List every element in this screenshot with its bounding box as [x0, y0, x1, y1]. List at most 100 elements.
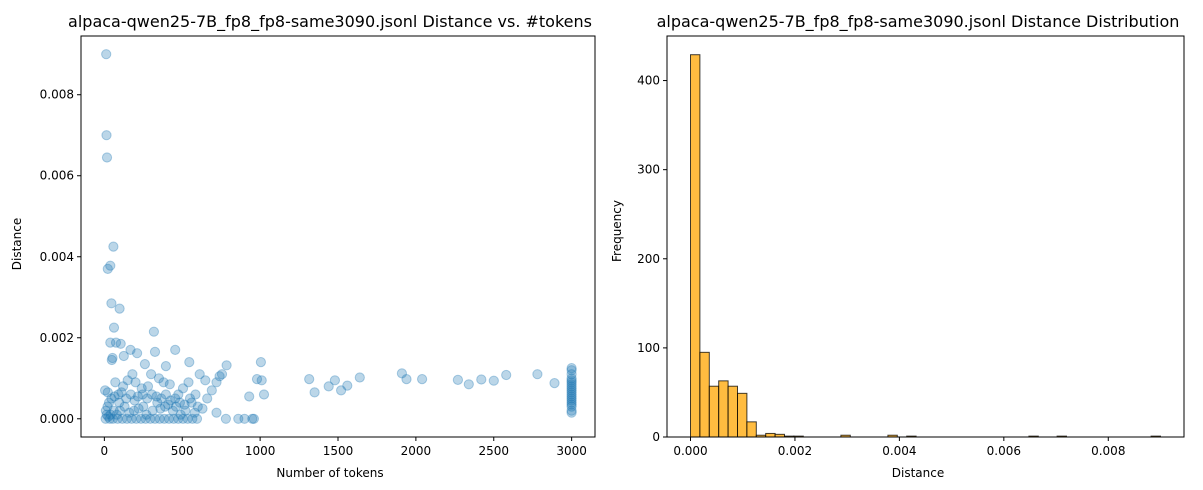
scatter-point [239, 413, 250, 424]
scatter-point [233, 413, 244, 424]
scatter-point [194, 369, 205, 380]
scatter-point [115, 338, 126, 349]
scatter-point [206, 385, 217, 396]
scatter-point [116, 387, 127, 398]
scatter-point [101, 49, 112, 60]
scatter-point [142, 393, 153, 404]
histogram-frame [666, 35, 1185, 438]
scatter-point [329, 375, 340, 386]
scatter-point [135, 413, 147, 424]
scatter-y-tick-label: 0.006 [40, 169, 74, 183]
scatter-point [401, 374, 412, 385]
scatter-point [126, 413, 137, 424]
scatter-point [108, 241, 119, 252]
scatter-point [102, 263, 113, 274]
scatter-point [160, 361, 171, 372]
scatter-point [476, 374, 487, 385]
scatter-point [354, 372, 365, 383]
scatter-point [163, 399, 174, 410]
scatter-point [186, 397, 197, 408]
scatter-point [110, 337, 122, 348]
scatter-point [125, 389, 136, 400]
scatter-point [103, 411, 114, 422]
scatter-point [184, 357, 195, 368]
scatter-point [106, 393, 117, 404]
scatter-point [566, 401, 577, 412]
scatter-point [396, 368, 407, 379]
scatter-point [566, 373, 577, 384]
scatter-point [101, 130, 112, 141]
scatter-point [106, 298, 117, 309]
scatter-point [114, 397, 125, 408]
scatter-x-tick-label: 0 [101, 444, 109, 458]
scatter-point [309, 387, 320, 398]
scatter-point [107, 352, 118, 364]
scatter-point [107, 413, 119, 424]
scatter-point [182, 413, 193, 424]
scatter-point [102, 387, 113, 398]
histogram-bar [765, 432, 776, 438]
scatter-point [133, 403, 144, 414]
scatter-x-axis-label: Number of tokens [276, 466, 383, 480]
scatter-point [175, 409, 186, 420]
scatter-point [200, 375, 211, 386]
scatter-point [256, 375, 267, 386]
scatter-point [221, 360, 232, 371]
scatter-point [145, 413, 156, 424]
scatter-title: alpaca-qwen25-7B_fp8_fp8-same3090.jsonl … [68, 12, 592, 32]
scatter-point [103, 397, 115, 408]
scatter-point [149, 346, 161, 357]
histogram-bar [708, 385, 720, 438]
histogram-y-tick-label: 300 [637, 163, 660, 177]
histogram-y-axis-label: Frequency [610, 200, 624, 262]
scatter-point [566, 397, 577, 408]
scatter-point [244, 391, 255, 402]
histogram-bar [699, 351, 710, 438]
scatter-point [501, 369, 512, 381]
scatter-point [159, 413, 170, 424]
scatter-point [566, 365, 577, 376]
scatter-point [138, 401, 149, 412]
scatter-point [142, 381, 154, 392]
histogram-bar [727, 385, 738, 438]
scatter-point [130, 377, 141, 388]
histogram-y-tick-label: 0 [652, 430, 660, 444]
scatter-point [566, 375, 577, 386]
scatter-point [532, 369, 543, 380]
scatter-y-tick-label: 0.000 [40, 412, 74, 426]
scatter-point [155, 403, 166, 414]
scatter-y-axis-label: Distance [10, 218, 24, 270]
histogram-x-axis-label: Distance [892, 466, 944, 480]
scatter-point [111, 409, 122, 420]
scatter-point [119, 401, 130, 412]
scatter-point [165, 395, 176, 406]
scatter-point [149, 413, 161, 424]
scatter-point [197, 403, 208, 414]
histogram-y-tick-label: 400 [637, 74, 660, 88]
scatter-point [566, 379, 577, 390]
scatter-y-tick-label: 0.004 [40, 250, 74, 264]
scatter-point [112, 413, 123, 424]
scatter-point [342, 380, 353, 391]
scatter-point [566, 385, 577, 396]
scatter-point [160, 389, 171, 400]
scatter-point [151, 391, 162, 402]
scatter-point [566, 405, 577, 416]
scatter-point [417, 374, 428, 385]
scatter-point [323, 381, 334, 392]
scatter-x-tick-label: 500 [171, 444, 194, 458]
scatter-point [187, 413, 198, 424]
scatter-point [128, 405, 140, 416]
scatter-point [463, 379, 474, 390]
scatter-point [566, 369, 577, 380]
histogram-title: alpaca-qwen25-7B_fp8_fp8-same3090.jsonl … [657, 12, 1180, 32]
histogram-panel: alpaca-qwen25-7B_fp8_fp8-same3090.jsonl … [610, 12, 1185, 480]
scatter-point [251, 374, 263, 385]
scatter-point [566, 393, 577, 404]
histogram-x-tick-label: 0.008 [1091, 444, 1125, 458]
scatter-point [258, 389, 270, 400]
scatter-point [137, 389, 148, 400]
scatter-point [184, 393, 196, 404]
scatter-point [180, 405, 191, 416]
